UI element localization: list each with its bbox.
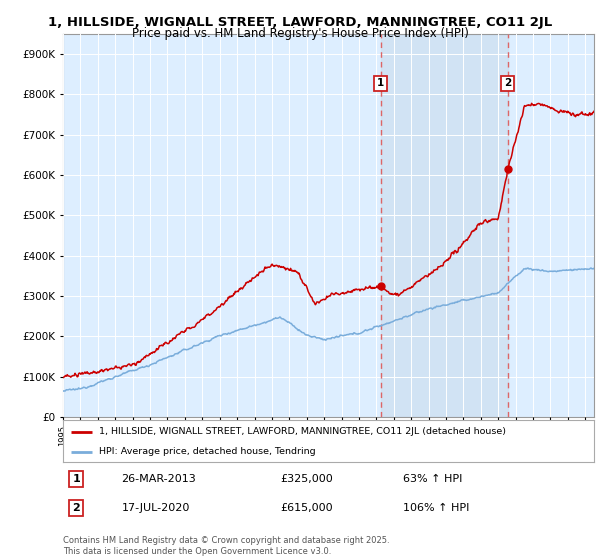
Bar (380, 34, 508, 417)
Text: HPI: Average price, detached house, Tendring: HPI: Average price, detached house, Tend… (99, 447, 316, 456)
Text: 26-MAR-2013: 26-MAR-2013 (121, 474, 196, 484)
Text: £615,000: £615,000 (281, 503, 334, 514)
Text: 106% ↑ HPI: 106% ↑ HPI (403, 503, 469, 514)
Text: Contains HM Land Registry data © Crown copyright and database right 2025.
This d: Contains HM Land Registry data © Crown c… (63, 536, 389, 556)
Text: 1, HILLSIDE, WIGNALL STREET, LAWFORD, MANNINGTREE, CO11 2JL (detached house): 1, HILLSIDE, WIGNALL STREET, LAWFORD, MA… (99, 427, 506, 436)
Text: 1: 1 (377, 78, 384, 88)
Text: Price paid vs. HM Land Registry's House Price Index (HPI): Price paid vs. HM Land Registry's House … (131, 27, 469, 40)
Text: £325,000: £325,000 (281, 474, 334, 484)
Text: 2: 2 (73, 503, 80, 514)
Text: 1: 1 (73, 474, 80, 484)
Text: 2: 2 (504, 78, 511, 88)
Text: 17-JUL-2020: 17-JUL-2020 (121, 503, 190, 514)
Text: 1, HILLSIDE, WIGNALL STREET, LAWFORD, MANNINGTREE, CO11 2JL: 1, HILLSIDE, WIGNALL STREET, LAWFORD, MA… (48, 16, 552, 29)
Text: 63% ↑ HPI: 63% ↑ HPI (403, 474, 462, 484)
